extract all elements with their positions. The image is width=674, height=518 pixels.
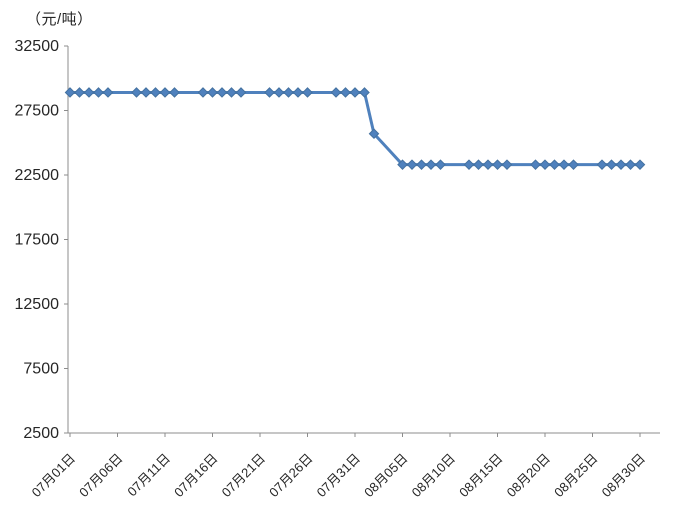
data-point-marker [340, 87, 351, 98]
data-point-marker [216, 87, 228, 98]
data-point-marker [634, 159, 646, 170]
data-point-marker [539, 159, 551, 170]
data-point-marker [169, 87, 180, 98]
data-point-marker [330, 87, 342, 98]
data-point-marker [292, 87, 304, 98]
data-point-marker [83, 87, 95, 98]
data-point-marker [226, 87, 237, 98]
data-point-marker [615, 159, 627, 170]
data-point-marker [568, 159, 579, 170]
data-point-marker [102, 87, 114, 98]
data-point-marker [606, 159, 617, 170]
data-point-marker [416, 159, 427, 170]
data-point-marker [235, 87, 247, 98]
x-tick-label: 08月30日 [599, 451, 648, 500]
data-point-marker [197, 87, 209, 98]
data-point-marker [549, 159, 560, 170]
data-point-marker [463, 159, 475, 170]
data-point-marker [482, 159, 494, 170]
y-tick-label: 27500 [15, 103, 60, 120]
data-point-marker [530, 159, 541, 170]
data-point-marker [131, 87, 142, 98]
data-point-marker [64, 87, 76, 98]
x-tick-label: 07月06日 [76, 451, 125, 500]
price-line [68, 90, 642, 167]
x-tick-label: 07月01日 [29, 451, 78, 500]
x-tick-label: 08月05日 [361, 451, 410, 500]
data-point-marker [359, 87, 370, 98]
x-tick-label: 07月26日 [266, 451, 315, 500]
data-point-marker [283, 87, 294, 98]
data-point-marker [435, 159, 446, 170]
data-point-marker [596, 159, 608, 170]
data-point-marker [492, 159, 503, 170]
x-tick-label: 07月16日 [171, 451, 220, 500]
y-axis-unit-label: （元/吨） [26, 11, 93, 28]
y-tick-label: 12500 [15, 296, 60, 313]
y-tick-label: 32500 [15, 38, 60, 55]
y-tick-label: 2500 [23, 425, 59, 442]
data-point-marker [501, 159, 513, 170]
data-point-marker [368, 128, 380, 140]
x-tick-label: 07月31日 [314, 451, 363, 500]
data-point-marker [74, 87, 85, 98]
data-point-marker [625, 159, 636, 170]
y-tick-label: 22500 [15, 167, 60, 184]
x-tick-label: 08月20日 [504, 451, 553, 500]
x-tick-label: 07月11日 [124, 451, 173, 500]
x-tick-label: 08月25日 [551, 451, 600, 500]
data-point-marker [150, 87, 161, 98]
y-tick-label: 7500 [23, 361, 59, 378]
data-point-marker [558, 159, 570, 170]
data-point-marker [302, 87, 313, 98]
data-point-marker [207, 87, 218, 98]
data-point-marker [397, 159, 408, 170]
data-point-marker [406, 159, 418, 170]
data-point-marker [425, 159, 437, 170]
data-point-marker [140, 87, 152, 98]
data-point-marker [264, 87, 275, 98]
y-tick-label: 17500 [15, 232, 60, 249]
data-point-marker [159, 87, 171, 98]
data-point-marker [273, 87, 285, 98]
x-tick-label: 08月15日 [456, 451, 505, 500]
data-point-marker [349, 87, 361, 98]
x-tick-label: 07月21日 [219, 451, 268, 500]
x-tick-label: 08月10日 [409, 451, 458, 500]
data-point-marker [93, 87, 104, 98]
data-point-marker [473, 159, 484, 170]
